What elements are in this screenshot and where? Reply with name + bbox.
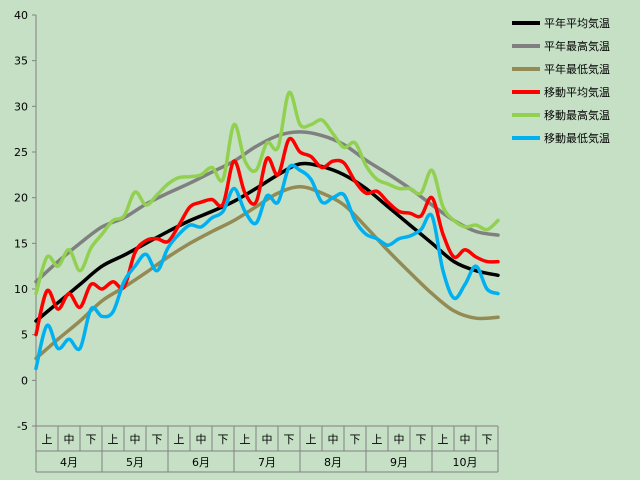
legend-label: 平年最低気温	[544, 62, 610, 76]
y-tick-label: 35	[14, 55, 28, 68]
x-subcategory-label: 上	[372, 433, 383, 446]
x-subcategory-label: 上	[174, 433, 185, 446]
x-subcategory-label: 下	[152, 433, 163, 446]
legend-label: 移動平均気温	[544, 85, 610, 99]
series-line-3	[34, 136, 500, 337]
series-line-0	[34, 161, 500, 323]
x-subcategory-label: 上	[42, 433, 53, 446]
x-subcategory-label: 下	[218, 433, 229, 446]
y-tick-label: 5	[21, 329, 28, 342]
x-subcategory-label: 下	[284, 433, 295, 446]
x-subcategory-label: 下	[350, 433, 361, 446]
x-subcategory-label: 上	[108, 433, 119, 446]
y-tick-label: 20	[14, 192, 28, 205]
x-subcategory-label: 中	[394, 433, 405, 446]
y-tick-label: 30	[14, 100, 28, 113]
x-subcategory-label: 上	[306, 433, 317, 446]
x-subcategory-label: 下	[416, 433, 427, 446]
series-line-4	[34, 90, 500, 296]
x-month-label: 9月	[390, 456, 408, 469]
x-subcategory-label: 中	[64, 433, 75, 446]
legend-label: 移動最低気温	[544, 131, 610, 145]
x-month-label: 6月	[192, 456, 210, 469]
x-subcategory-label: 下	[482, 433, 493, 446]
series-layer	[34, 90, 500, 371]
y-tick-label: 0	[21, 374, 28, 387]
y-tick-label: -5	[17, 420, 28, 433]
x-subcategory-label: 中	[130, 433, 141, 446]
x-month-label: 7月	[258, 456, 276, 469]
series-line-2	[34, 184, 500, 361]
x-month-label: 5月	[126, 456, 144, 469]
x-subcategory-label: 上	[438, 433, 449, 446]
x-subcategory-label: 下	[86, 433, 97, 446]
axes: -50510152025303540上中下上中下上中下上中下上中下上中下上中下4…	[14, 9, 499, 473]
x-subcategory-label: 中	[196, 433, 207, 446]
x-month-label: 10月	[453, 456, 478, 469]
legend-label: 移動最高気温	[544, 108, 610, 122]
x-subcategory-label: 中	[328, 433, 339, 446]
x-subcategory-label: 中	[460, 433, 471, 446]
y-tick-label: 15	[14, 237, 28, 250]
series-line-5	[34, 163, 500, 371]
y-tick-label: 40	[14, 9, 28, 22]
x-month-label: 8月	[324, 456, 342, 469]
x-subcategory-label: 上	[240, 433, 251, 446]
y-tick-label: 25	[14, 146, 28, 159]
y-tick-label: 10	[14, 283, 28, 296]
x-subcategory-label: 中	[262, 433, 273, 446]
legend-label: 平年平均気温	[544, 16, 610, 30]
x-month-label: 4月	[60, 456, 78, 469]
legend-label: 平年最高気温	[544, 39, 610, 53]
